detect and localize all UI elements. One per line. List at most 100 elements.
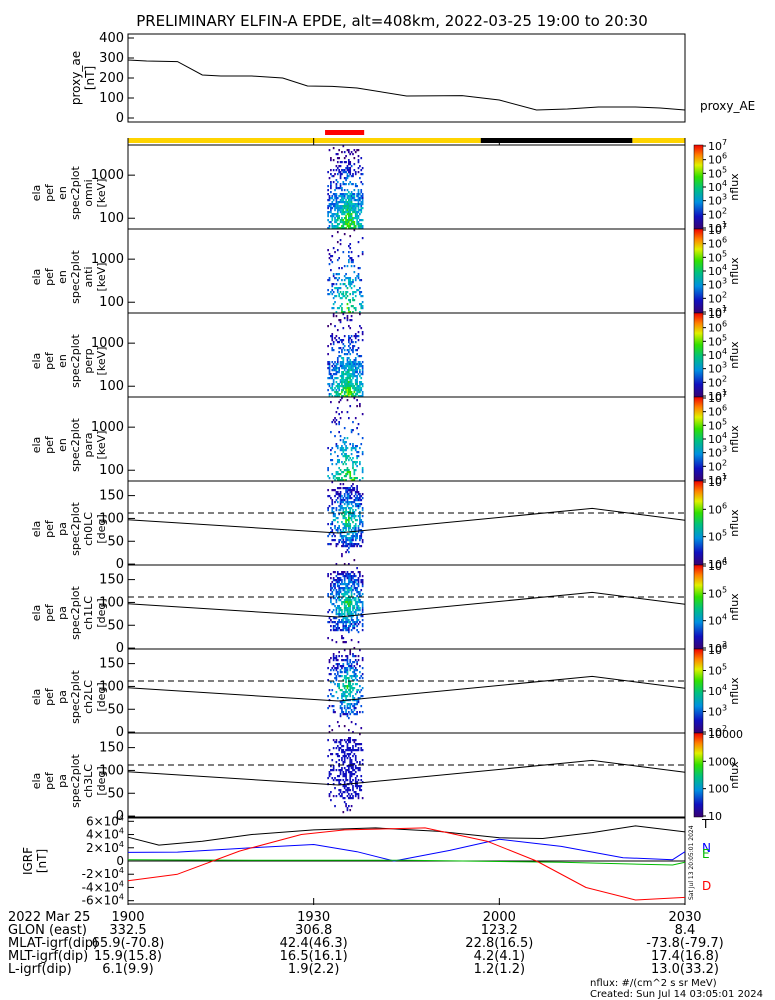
spectrogram-cell [338,201,341,204]
spectrogram-cell [342,441,345,444]
spectrogram-cell [346,677,349,680]
spectrogram-cell [336,501,339,504]
spectrogram-cell [350,395,353,398]
panel-y-tick-label: 1000 [91,252,124,267]
spectrogram-cell [345,573,347,576]
spectrogram-cell [343,775,346,778]
spectrogram-cell [354,499,357,502]
spectrogram-cell [347,511,350,514]
spectrogram-cell [357,211,360,214]
spectrogram-cell [328,543,331,546]
colorbar-tick-label: 10000 [708,728,743,741]
spectrogram-cell [341,349,343,352]
spectrogram-cell [342,181,345,184]
spectrogram-cell [357,255,360,258]
spectrogram-cell [347,169,350,172]
proxy-ae-tick-label: 0 [116,111,124,126]
spectrogram-cell [334,295,336,298]
spectrogram-cell [336,153,339,156]
spectrogram-cell [353,471,356,474]
spectrogram-cell [349,227,352,230]
spectrogram-cell [356,625,358,628]
spectrogram-cell [332,315,335,318]
spectrogram-cell [353,271,356,274]
spectrogram-cell [361,797,364,800]
spectrogram-cell [350,319,353,322]
spectrogram-cell [346,743,349,746]
spectrogram-cell [338,609,341,612]
spectrogram-cell [352,371,354,374]
spectrogram-cell [342,659,345,662]
spectrogram-cell [339,671,342,674]
spectrogram-cell [349,649,352,652]
spectrogram-cell [345,297,347,300]
panel-ylabel-line: spec2plot [69,250,82,304]
spectrogram-cell [338,505,341,508]
spectrogram-cell [341,363,343,366]
spectrogram-cell [342,197,345,200]
spectrogram-cell [353,157,356,160]
spectrogram-cell [345,709,347,712]
spectrogram-cell [328,177,331,180]
spectrogram-cell [359,395,361,398]
spectrogram-cell [336,219,339,222]
spectrogram-cell [338,393,341,396]
spectrogram-cell [356,587,358,590]
spectrogram-cell [359,403,361,406]
spectrogram-cell [350,519,353,522]
spectrogram-cell [359,361,361,364]
spectrogram-cell [342,283,345,286]
spectrogram-cell [343,523,346,526]
spectrogram-cell [336,581,339,584]
spectrogram-cell [347,739,350,742]
spectrogram-cell [353,211,356,214]
spectrogram-cell [332,765,335,768]
spectrogram-cell [331,339,334,342]
spectrogram-cell [345,697,347,700]
spectrogram-cell [338,401,341,404]
spectrogram-cell [330,377,332,380]
spectrogram-cell [346,591,349,594]
spectrogram-cell [353,579,356,582]
spectrogram-cell [343,335,346,338]
spectrogram-cell [354,381,357,384]
spectrogram-cell [345,459,347,462]
spectrogram-cell [346,373,349,376]
spectrogram-cell [341,211,343,214]
spectrogram-cell [335,199,338,202]
panel-y-tick-label: 150 [99,573,124,588]
spectrogram-cell [331,463,334,466]
spectrogram-cell [335,741,338,744]
spectrogram-cell [335,393,338,396]
spectrogram-cell [327,535,329,538]
spectrogram-cell [341,675,343,678]
spectrogram-cell [349,195,352,198]
spectrogram-cell [346,807,349,810]
spectrogram-cell [342,219,345,222]
spectrogram-cell [334,195,336,198]
spectrogram-cell [327,447,329,450]
spectrogram-cell [357,455,360,458]
spectrogram-cell [356,699,358,702]
spectrogram-cell [361,515,364,518]
spectrogram-cell [339,497,342,500]
orbit-value: 1.9(2.2) [288,962,340,977]
spectrogram-cell [347,495,350,498]
spectrogram-cell [352,221,354,224]
spectrogram-cell [350,215,353,218]
spectrogram-cell [345,221,347,224]
spectrogram-cell [360,495,363,498]
spectrogram-cell [336,591,339,594]
spectrogram-cell [350,763,353,766]
spectrogram-cell [332,577,335,580]
panel-ylabel-line: pa [56,774,69,788]
spectrogram-cell [331,481,334,484]
spectrogram-cell [327,345,329,348]
spectrogram-cell [343,395,346,398]
panel-ylabel-line: anti [82,266,95,287]
spectrogram-cell [360,545,363,548]
spectrogram-cell [357,525,360,528]
spectrogram-cell [350,373,353,376]
spectrogram-cell [356,607,358,610]
spectrogram-cell [335,185,338,188]
